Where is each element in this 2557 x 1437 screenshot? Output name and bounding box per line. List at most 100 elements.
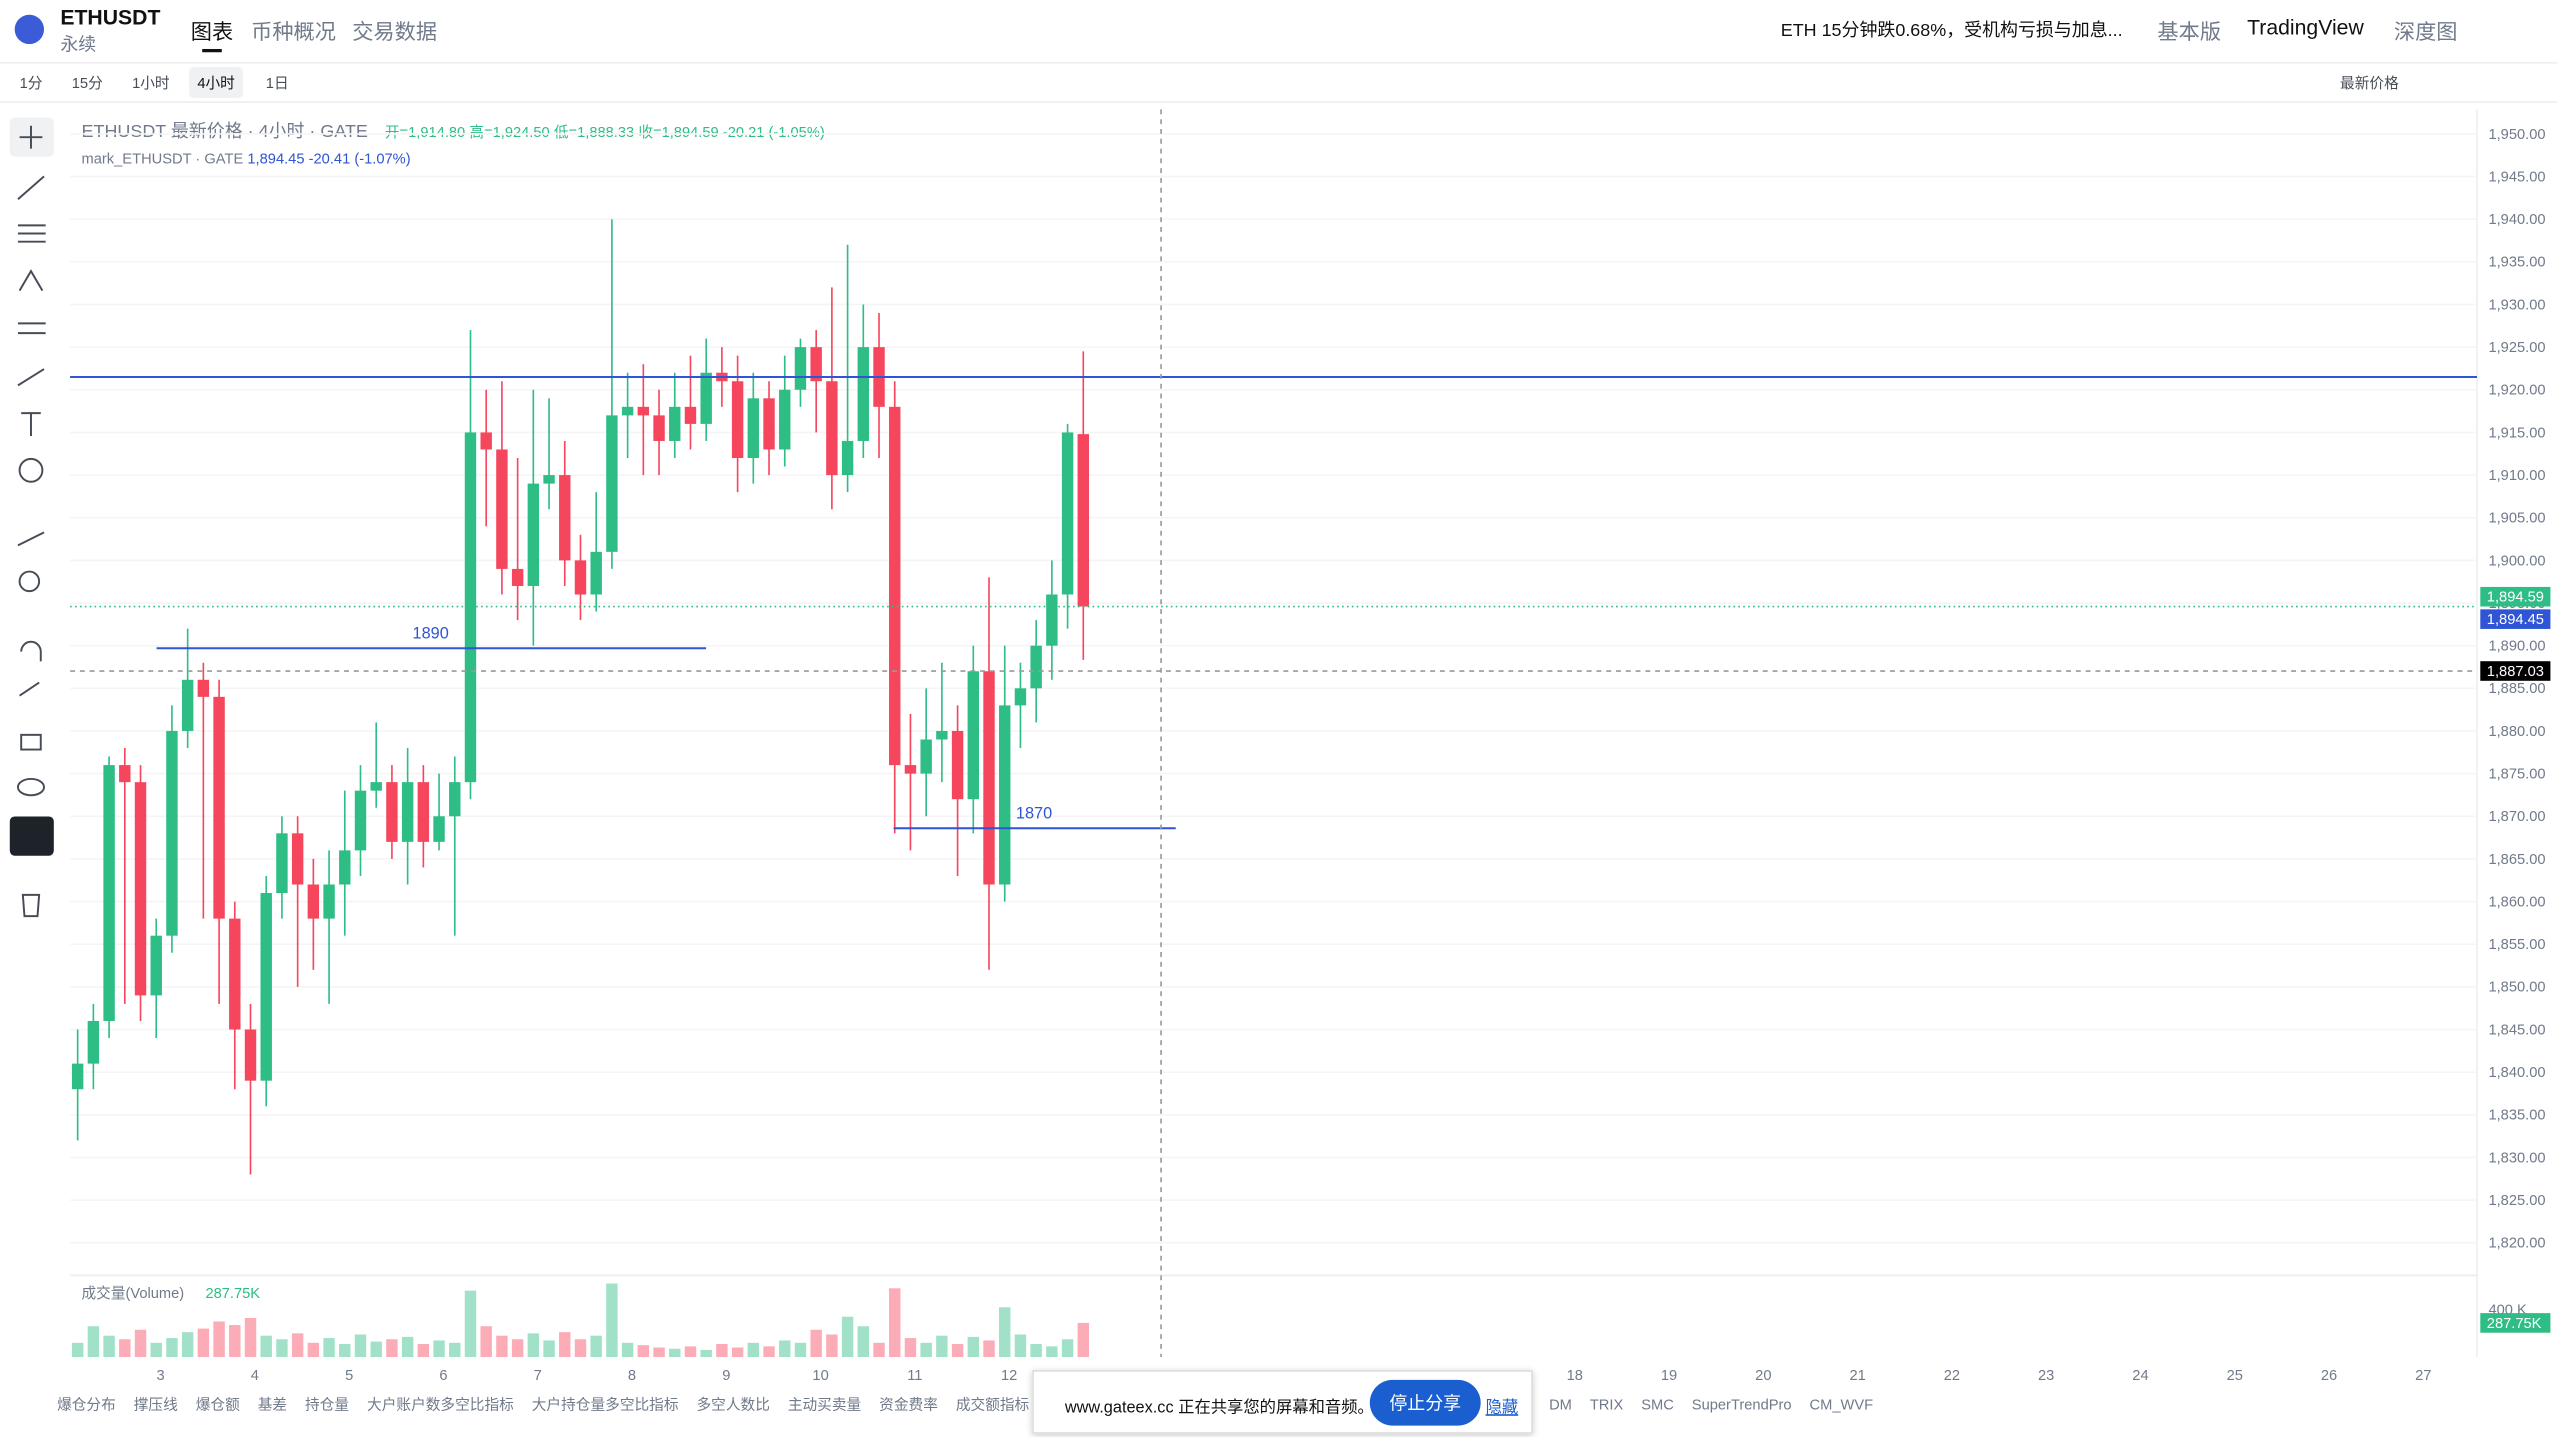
y-tick-label: 1,915.00 xyxy=(2488,425,2545,441)
volume-bar xyxy=(559,1332,571,1358)
volume-bar xyxy=(684,1346,697,1358)
volume-bar xyxy=(119,1339,131,1358)
volume-bar xyxy=(873,1342,885,1358)
indicator-tab[interactable]: CM_WVF xyxy=(1809,1396,1874,1413)
volume-bar xyxy=(229,1325,241,1358)
tab[interactable]: 币种概况 xyxy=(251,19,336,45)
candle-body xyxy=(150,935,162,996)
y-tick-label: 1,860.00 xyxy=(2488,894,2545,910)
indicator-tab[interactable]: 持仓量 xyxy=(305,1396,350,1413)
symbol[interactable]: ETHUSDT xyxy=(60,4,161,30)
candle-body xyxy=(71,1063,84,1090)
volume-bar xyxy=(401,1336,414,1358)
tab-indicator xyxy=(202,48,222,53)
legend-mark: mark_ETHUSDT · GATE 1,894.45 -20.41 (-1.… xyxy=(81,150,411,167)
volume-bar xyxy=(527,1333,540,1358)
x-tick-label: 12 xyxy=(1001,1368,1017,1384)
volume-bar xyxy=(763,1346,775,1358)
hide-link[interactable]: 隐藏 xyxy=(1485,1399,1519,1418)
price-tag xyxy=(2480,661,2551,681)
indicator-tab[interactable]: 撑压线 xyxy=(133,1396,178,1413)
y-tick-label: 1,910.00 xyxy=(2488,468,2545,484)
volume-bar xyxy=(574,1339,587,1358)
contract-type: 永续 xyxy=(60,35,97,56)
indicator-tab[interactable]: 资金费率 xyxy=(879,1396,938,1413)
candle-body xyxy=(779,389,791,450)
indicator-tab[interactable]: DM xyxy=(1549,1396,1572,1413)
volume-bar xyxy=(150,1342,162,1358)
x-tick-label: 5 xyxy=(345,1368,353,1384)
interval[interactable]: 1分 xyxy=(19,75,43,92)
indicator-tab[interactable]: 大户账户数多空比指标 xyxy=(367,1396,514,1413)
volume-bar xyxy=(904,1338,917,1358)
candle-body xyxy=(810,347,822,382)
stop-share-button[interactable]: 停止分享 xyxy=(1369,1379,1481,1426)
y-tick-label: 1,835.00 xyxy=(2488,1108,2545,1124)
interval[interactable]: 1小时 xyxy=(132,75,170,92)
tab[interactable]: 图表 xyxy=(190,19,234,45)
indicator-tab[interactable]: SMC xyxy=(1641,1396,1674,1413)
volume-bar xyxy=(1030,1343,1042,1358)
y-tick-label: 1,905.00 xyxy=(2488,511,2545,527)
y-tick-label: 1,930.00 xyxy=(2488,297,2545,313)
candle-body xyxy=(417,782,430,842)
indicator-tab[interactable]: 爆仓分布 xyxy=(57,1396,116,1413)
indicator-tab[interactable]: 成交额指标 xyxy=(955,1396,1030,1413)
candle-body xyxy=(276,833,288,894)
tab[interactable]: 交易数据 xyxy=(352,19,438,45)
x-tick-label: 25 xyxy=(2227,1368,2243,1384)
volume-bar xyxy=(794,1342,807,1358)
volume-title: 成交量(Volume) xyxy=(82,1284,185,1302)
header-link[interactable]: 基本版 xyxy=(2157,19,2222,45)
x-tick-label: 11 xyxy=(907,1368,922,1384)
volume-bar xyxy=(354,1334,367,1358)
interval[interactable]: 15分 xyxy=(71,75,103,92)
header-link[interactable]: 深度图 xyxy=(2393,19,2458,45)
volume-bar xyxy=(810,1329,822,1358)
header-link[interactable]: TradingView xyxy=(2247,14,2364,40)
candle-body xyxy=(496,449,508,569)
interval[interactable]: 4小时 xyxy=(189,66,243,98)
candle-body xyxy=(999,705,1011,885)
candle-body xyxy=(527,483,540,586)
x-tick-label: 18 xyxy=(1567,1368,1583,1384)
indicator-bar: 爆仓分布 撑压线 爆仓额 基差 持仓量 大户账户数多空比指标 大户持仓量多空比指标 多空人数比… xyxy=(57,1393,1891,1414)
candle-body xyxy=(606,415,618,552)
price-tag xyxy=(2480,609,2551,629)
price-tag-label: 1,887.03 xyxy=(2487,664,2544,680)
y-tick-label: 1,845.00 xyxy=(2488,1022,2545,1038)
y-tick-label: 1,870.00 xyxy=(2488,809,2545,825)
y-tick-label: 1,830.00 xyxy=(2488,1150,2545,1166)
y-tick-label: 1,925.00 xyxy=(2488,340,2545,356)
indicator-tab[interactable]: 多空人数比 xyxy=(696,1396,770,1413)
volume-bar xyxy=(889,1288,901,1358)
candle-body xyxy=(669,406,681,441)
candle-body xyxy=(166,730,178,936)
volume-bar xyxy=(1046,1346,1058,1358)
share-popup: www.gateex.cc 正在共享您的屏幕和音频。 停止分享 隐藏 xyxy=(1032,1370,1533,1434)
candle-body xyxy=(1077,434,1089,607)
volume-bar xyxy=(213,1321,225,1358)
volume-bar xyxy=(826,1334,838,1358)
indicator-tab[interactable]: SuperTrendPro xyxy=(1691,1396,1792,1413)
volume-bar xyxy=(1061,1339,1074,1358)
volume-bar xyxy=(543,1340,555,1358)
volume-bar xyxy=(653,1347,665,1358)
indicator-tab[interactable]: TRIX xyxy=(1589,1396,1624,1413)
interval[interactable]: 1日 xyxy=(265,75,289,92)
indicator-tab[interactable]: 大户持仓量多空比指标 xyxy=(531,1396,679,1413)
candle-body xyxy=(213,696,225,919)
indicator-tab[interactable]: 主动买卖量 xyxy=(787,1396,862,1413)
candle-body xyxy=(244,1029,257,1081)
candle-body xyxy=(794,347,807,390)
price-mode[interactable]: 最新价格 xyxy=(2340,75,2399,92)
news[interactable]: ETH 15分钟跌0.68%，受机构亏损与加息... xyxy=(1780,21,2123,41)
volume-bar xyxy=(197,1328,210,1358)
volume-bar xyxy=(731,1347,744,1358)
indicator-tab[interactable]: 爆仓额 xyxy=(195,1396,240,1413)
candle-body xyxy=(449,782,461,817)
indicator-tab[interactable]: 基差 xyxy=(257,1396,288,1413)
volume-bar xyxy=(951,1343,964,1358)
volume-bar xyxy=(166,1338,178,1358)
